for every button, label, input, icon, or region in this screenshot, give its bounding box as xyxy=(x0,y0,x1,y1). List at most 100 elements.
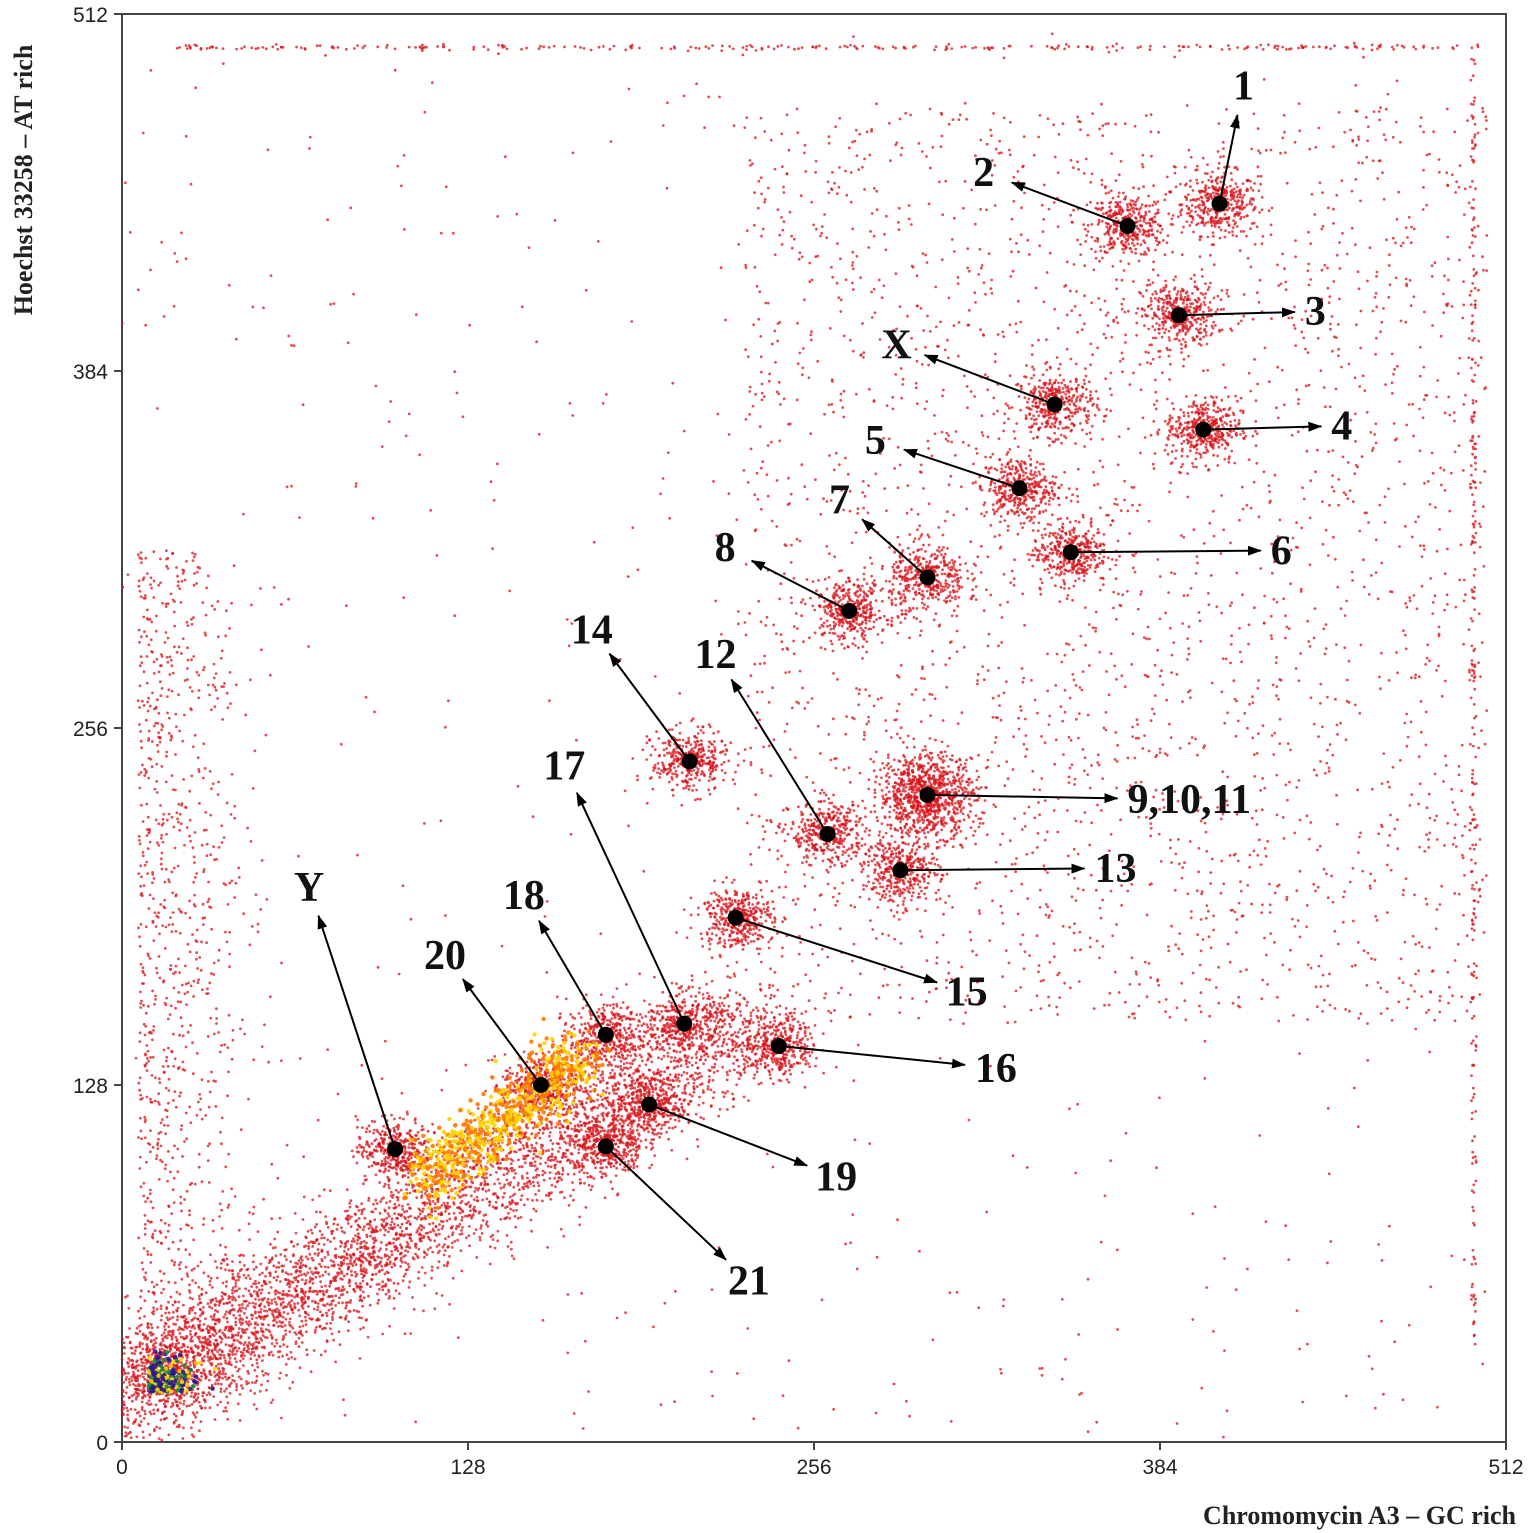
event-point xyxy=(1156,230,1159,233)
event-point xyxy=(1047,559,1050,562)
event-point xyxy=(1198,298,1201,301)
event-point xyxy=(871,582,874,585)
event-point xyxy=(1080,554,1083,557)
event-point xyxy=(1188,405,1191,408)
event-point xyxy=(908,788,911,791)
event-point xyxy=(1234,221,1237,224)
event-point xyxy=(959,759,962,762)
event-point xyxy=(685,775,688,778)
event-point xyxy=(1024,512,1027,515)
event-point xyxy=(967,778,970,781)
event-point xyxy=(1189,185,1192,188)
event-point xyxy=(1181,430,1184,433)
event-point xyxy=(1164,280,1167,283)
event-point xyxy=(894,841,897,844)
event-point xyxy=(886,772,889,775)
event-point xyxy=(1020,460,1023,463)
event-point xyxy=(1216,177,1219,180)
event-point xyxy=(1030,470,1033,473)
event-point xyxy=(1143,220,1146,223)
event-point xyxy=(1135,334,1138,337)
event-point xyxy=(1055,476,1058,479)
event-point xyxy=(967,577,970,580)
event-point xyxy=(859,589,862,592)
event-point xyxy=(998,499,1001,502)
event-point xyxy=(673,748,676,751)
event-point xyxy=(893,890,896,893)
event-point xyxy=(937,566,940,569)
event-point xyxy=(860,871,863,874)
event-point xyxy=(885,832,888,835)
event-point xyxy=(659,772,662,775)
event-point xyxy=(944,750,947,753)
event-point xyxy=(1054,584,1057,587)
event-point xyxy=(1215,434,1218,437)
event-point xyxy=(835,583,838,586)
event-point xyxy=(1211,422,1214,425)
event-point xyxy=(952,775,955,778)
event-point xyxy=(941,804,944,807)
event-point xyxy=(974,830,977,833)
event-point xyxy=(1180,298,1183,301)
event-point xyxy=(1145,253,1148,256)
event-point xyxy=(1102,543,1105,546)
event-point xyxy=(1071,563,1074,566)
event-point xyxy=(1095,257,1098,260)
event-point xyxy=(884,896,887,899)
event-point xyxy=(671,772,674,775)
event-point xyxy=(706,756,709,759)
event-point xyxy=(830,628,833,631)
event-point xyxy=(1216,308,1219,311)
event-point xyxy=(972,463,975,466)
event-point xyxy=(1060,442,1063,445)
event-point xyxy=(900,816,903,819)
event-point xyxy=(975,585,978,588)
event-point xyxy=(801,828,804,831)
event-point xyxy=(839,586,842,589)
event-point xyxy=(1052,534,1055,537)
event-point xyxy=(975,786,978,789)
event-point xyxy=(867,861,870,864)
event-point xyxy=(951,559,954,562)
event-point xyxy=(798,826,801,829)
event-point xyxy=(1203,301,1206,304)
event-point xyxy=(922,775,925,778)
event-point xyxy=(1210,175,1213,178)
event-point xyxy=(1089,390,1092,393)
event-point xyxy=(1219,417,1222,420)
event-point xyxy=(675,724,678,727)
event-point xyxy=(946,783,949,786)
event-point xyxy=(820,812,823,815)
event-point xyxy=(1025,472,1028,475)
event-point xyxy=(924,781,927,784)
event-point xyxy=(1110,189,1113,192)
event-point xyxy=(831,861,834,864)
event-point xyxy=(1112,591,1115,594)
event-point xyxy=(1162,239,1165,242)
event-point xyxy=(1159,231,1162,234)
event-point xyxy=(1027,515,1030,518)
event-point xyxy=(1205,443,1208,446)
event-point xyxy=(1103,533,1106,536)
event-point xyxy=(909,801,912,804)
event-point xyxy=(1047,436,1050,439)
event-point xyxy=(1183,306,1186,309)
event-point xyxy=(889,827,892,830)
event-point xyxy=(1038,385,1041,388)
event-point xyxy=(820,617,823,620)
event-point xyxy=(1124,248,1127,251)
event-point xyxy=(697,768,700,771)
event-point xyxy=(1206,163,1209,166)
event-point xyxy=(937,587,940,590)
event-point xyxy=(958,569,961,572)
event-point xyxy=(833,617,836,620)
event-point xyxy=(1003,422,1006,425)
event-point xyxy=(1030,377,1033,380)
event-point xyxy=(1103,420,1106,423)
event-point xyxy=(955,829,958,832)
event-point xyxy=(907,812,910,815)
event-point xyxy=(957,766,960,769)
event-point xyxy=(948,572,951,575)
event-point xyxy=(944,573,947,576)
event-point xyxy=(987,471,990,474)
